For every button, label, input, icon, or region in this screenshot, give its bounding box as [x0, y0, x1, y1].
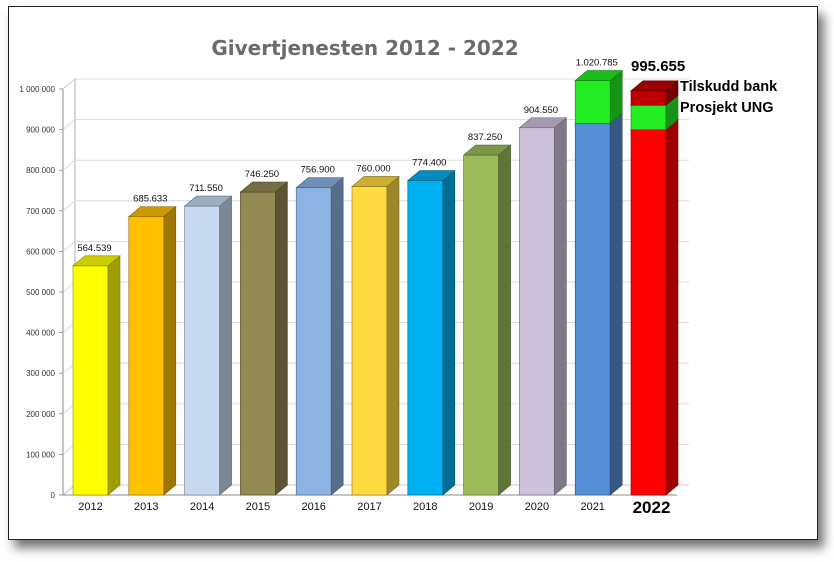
bar-2021-segment-1-top — [574, 70, 624, 81]
bar-2017-side — [386, 175, 400, 496]
bar-2017 — [351, 175, 400, 496]
bar-2022-segment-0-front — [630, 129, 667, 496]
bar-chart: Givertjenesten 2012 - 2022 0 100 000 200 0… — [19, 36, 778, 517]
data-label-2020: 904.550 — [524, 105, 558, 116]
bar-2018 — [406, 169, 456, 496]
annotation-1: Prosjekt UNG — [680, 100, 773, 116]
data-label-2013: 685.633 — [133, 194, 167, 205]
bar-2018-front — [407, 180, 444, 496]
bar-2018-side — [442, 169, 456, 496]
bar-2016-front — [295, 187, 332, 496]
bar-2022-segment-2-front — [630, 90, 667, 106]
bar-2019-front — [463, 154, 499, 496]
x-tick-label-2014: 2014 — [190, 501, 214, 513]
x-tick-label-2020: 2020 — [525, 501, 549, 513]
data-label-2015: 746.250 — [245, 169, 279, 180]
bar-2022-segment-2-top — [630, 80, 679, 92]
y-axis: 0 100 000 200 000 300 000 400 000 500 000 600 … — [19, 85, 63, 500]
bar-2022-segment-0 — [630, 118, 679, 496]
bar-2012 — [72, 255, 121, 496]
annotation-0: Tilskudd bank — [680, 79, 778, 95]
bar-2022-segment-0-side — [665, 118, 679, 496]
bar-2014-top — [183, 195, 233, 207]
data-label-2021: 1.020.785 — [576, 58, 618, 69]
y-tick-label: 100 000 — [26, 450, 55, 459]
y-tick-label: 800 000 — [26, 166, 55, 175]
y-tick-label: 0 — [51, 491, 56, 500]
data-label-2012: 564.539 — [77, 243, 111, 254]
bar-2021-segment-0 — [574, 112, 624, 496]
gridline — [62, 78, 689, 90]
data-label-2018: 774.400 — [412, 158, 446, 169]
bars — [72, 69, 679, 496]
x-tick-label-2015: 2015 — [246, 501, 270, 513]
bar-2014-front — [184, 205, 220, 496]
bar-2017-front — [351, 186, 388, 496]
y-tick-label: 500 000 — [26, 288, 55, 297]
x-tick-label-2022: 2022 — [633, 498, 671, 517]
bar-2015-side — [275, 181, 288, 496]
bar-2015 — [239, 181, 289, 496]
bar-2022-segment-1-front — [630, 104, 667, 130]
y-tick-label: 600 000 — [26, 247, 55, 256]
bar-2021-segment-0-front — [574, 123, 611, 496]
bar-2022-segment-2 — [630, 80, 679, 106]
annotations: Tilskudd bank Prosjekt UNG — [680, 79, 778, 116]
bar-2013-top — [127, 206, 177, 217]
chart-frame: Givertjenesten 2012 - 2022 0 100 000 200 0… — [8, 6, 818, 540]
bar-2020-top — [518, 117, 568, 129]
bar-2018-top — [406, 170, 456, 181]
bar-2021-segment-1 — [574, 69, 624, 125]
x-tick-label-2016: 2016 — [301, 501, 325, 513]
bar-2017-top — [351, 176, 400, 187]
bar-2014 — [183, 195, 233, 496]
bar-2015-front — [240, 191, 276, 496]
y-tick-label: 400 000 — [26, 329, 55, 338]
bar-2020-front — [519, 127, 555, 496]
data-label-2016: 756.900 — [301, 165, 335, 176]
bar-2019-top — [462, 144, 512, 156]
x-tick-label-2018: 2018 — [413, 501, 437, 513]
bar-2013-side — [163, 205, 177, 496]
bar-2020-side — [554, 117, 567, 496]
bar-2013-front — [128, 216, 165, 496]
bar-2012-side — [107, 255, 121, 496]
data-label-2017: 760.000 — [356, 163, 390, 174]
y-tick-label: 900 000 — [26, 126, 55, 135]
x-tick-label-2013: 2013 — [134, 501, 158, 513]
data-label-2019: 837.250 — [468, 132, 502, 143]
data-label-2022: 995.655 — [631, 58, 685, 75]
y-tick-label: 1 000 000 — [19, 85, 55, 94]
y-tick-label: 300 000 — [26, 369, 55, 378]
x-tick-label-2021: 2021 — [580, 501, 604, 513]
y-tick-label: 200 000 — [26, 410, 55, 419]
x-axis: 2012 2013 2014 2015 2016 2017 2018 2019 2020 2021… — [78, 498, 670, 517]
x-tick-label-2017: 2017 — [357, 501, 381, 513]
bar-2012-top — [72, 255, 121, 267]
bar-2016 — [295, 177, 345, 496]
chart-title: Givertjenesten 2012 - 2022 — [211, 36, 518, 60]
bar-2021-segment-0-side — [609, 112, 623, 496]
data-labels: 564.539 685.633 711.550 746.250 756.900 760.0… — [77, 58, 685, 254]
gridline — [62, 119, 689, 130]
data-label-2014: 711.550 — [189, 183, 223, 194]
x-tick-label-2019: 2019 — [469, 501, 493, 513]
bar-2016-top — [295, 177, 345, 188]
x-tick-label-2012: 2012 — [78, 501, 102, 513]
bar-2016-side — [330, 177, 344, 496]
bar-2019 — [462, 144, 512, 496]
bar-2012-front — [72, 265, 109, 496]
bar-2014-side — [219, 195, 232, 496]
y-tick-label: 700 000 — [26, 207, 55, 216]
bar-2020 — [518, 117, 568, 496]
bar-2019-side — [498, 144, 511, 496]
bar-2015-top — [239, 181, 289, 193]
bar-2021-segment-1-front — [574, 80, 611, 124]
bar-2013 — [127, 205, 177, 496]
